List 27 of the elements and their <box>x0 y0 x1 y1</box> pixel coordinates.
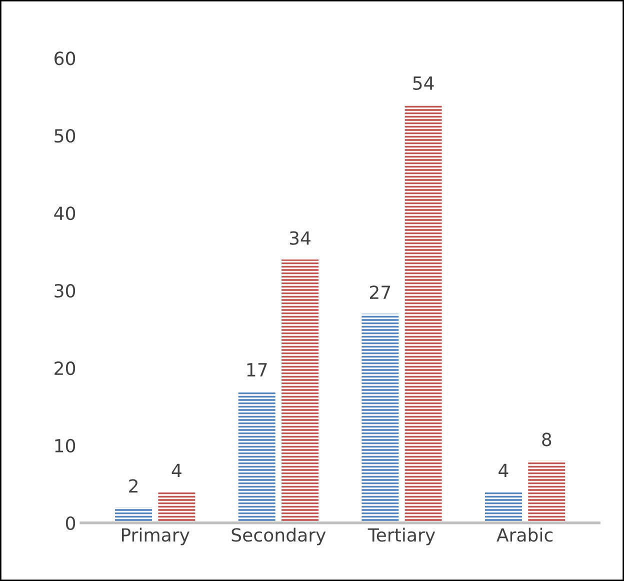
y-tick-label: 10 <box>55 438 76 453</box>
y-tick-label: 20 <box>54 361 76 376</box>
data-label: 2 <box>129 479 138 493</box>
bar <box>404 104 442 523</box>
data-label: 54 <box>413 76 434 90</box>
bar <box>484 492 522 523</box>
data-label: 8 <box>542 432 552 446</box>
bar <box>158 492 196 523</box>
y-tick-label: 0 <box>66 516 76 530</box>
x-tick-label: Tertiary <box>368 528 436 546</box>
bar <box>282 260 318 523</box>
bar <box>362 314 399 523</box>
x-tick-label: Primary <box>122 528 190 546</box>
data-label: 27 <box>370 285 390 299</box>
data-label: 17 <box>247 363 267 376</box>
x-tick-label: Arabic <box>496 528 553 542</box>
x-tick-label: Secondary <box>232 528 326 546</box>
y-tick-label: 30 <box>54 284 76 298</box>
bar <box>528 460 566 523</box>
data-label: 4 <box>172 464 182 478</box>
y-tick-label: 40 <box>54 206 76 220</box>
y-tick-label: 60 <box>54 52 76 66</box>
bar <box>115 507 152 523</box>
y-tick-label: 50 <box>54 129 76 143</box>
data-label: 4 <box>498 464 508 478</box>
bar <box>238 391 276 523</box>
data-label: 34 <box>290 231 310 245</box>
